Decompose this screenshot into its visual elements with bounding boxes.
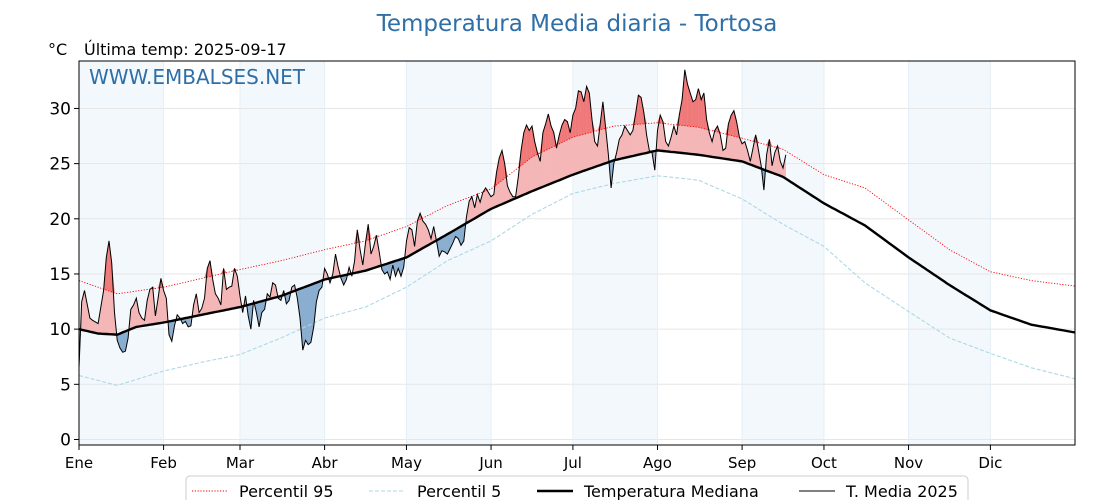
series-t-media-2025 (78, 69, 787, 368)
x-tick-label: Abr (312, 454, 339, 472)
plot-frame (78, 60, 1076, 446)
extreme-segment (564, 119, 568, 142)
month-band-may (406, 61, 492, 445)
y-tick-label: 25 (49, 155, 71, 175)
y-tick-label: 0 (60, 430, 71, 450)
legend: Percentil 95 Percentil 5 Temperatura Media… (185, 475, 969, 500)
x-tick-label: Jun (478, 454, 502, 472)
x-tick-label: Ene (65, 454, 93, 472)
month-band-ene (79, 61, 164, 445)
legend-label: Temperatura Mediana (583, 482, 759, 500)
y-tick-label: 15 (49, 265, 71, 285)
anomaly-segment (624, 125, 628, 159)
month-band-nov (908, 61, 991, 445)
unit-label: °C (48, 40, 67, 59)
anomaly-segment (122, 331, 126, 353)
x-tick-label: Feb (150, 454, 177, 472)
y-tick-label: 10 (49, 320, 71, 340)
anomaly-segment (226, 286, 230, 311)
extreme-segment (638, 94, 642, 125)
series-percentil-5 (78, 175, 1076, 386)
anomaly-segment (422, 220, 426, 249)
anomaly-segment (408, 227, 413, 257)
month-bands (79, 61, 991, 445)
x-tick-label: May (391, 454, 422, 472)
anomaly-segment (741, 141, 746, 163)
legend-label: Percentil 5 (417, 482, 501, 500)
series-temperatura-mediana (78, 149, 1076, 336)
y-tick-label: 20 (49, 210, 71, 230)
month-band-sep (742, 61, 824, 445)
x-tick-label: Dic (978, 454, 1002, 472)
x-tick-label: Mar (226, 454, 255, 472)
y-axis-ticks: 0 5 10 15 20 25 30 (49, 99, 79, 450)
x-tick-label: Sep (728, 454, 756, 472)
anomaly-segment (305, 285, 309, 346)
extreme-segment (578, 90, 582, 136)
watermark: WWW.EMBALSES.NET (89, 65, 306, 89)
series-lines (78, 69, 1076, 386)
legend-label: T. Media 2025 (845, 482, 958, 500)
y-tick-label: 5 (60, 375, 71, 395)
chart-title: Temperatura Media diaria - Tortosa (376, 11, 778, 37)
legend-box (185, 475, 969, 500)
anomaly-segment (444, 233, 448, 255)
anomaly-segment (149, 286, 153, 325)
extreme-segment (692, 99, 696, 128)
series-percentil-95 (78, 122, 1076, 295)
x-tick-label: Ago (643, 454, 672, 472)
legend-label: Percentil 95 (239, 482, 334, 500)
x-tick-label: Jul (563, 454, 582, 472)
month-band-mar (239, 61, 325, 445)
last-update-label: Última temp: 2025-09-17 (84, 40, 287, 59)
y-tick-label: 30 (49, 99, 71, 119)
grid-lines (78, 61, 1075, 445)
x-axis-ticks: Ene Feb Mar Abr May Jun Jul Ago Sep Oct Nov Dic (65, 445, 1002, 472)
x-tick-label: Oct (811, 454, 837, 472)
anomaly-segment (228, 285, 233, 310)
anomaly-segment (308, 284, 312, 346)
x-tick-label: Nov (894, 454, 923, 472)
extreme-segment (529, 125, 533, 160)
